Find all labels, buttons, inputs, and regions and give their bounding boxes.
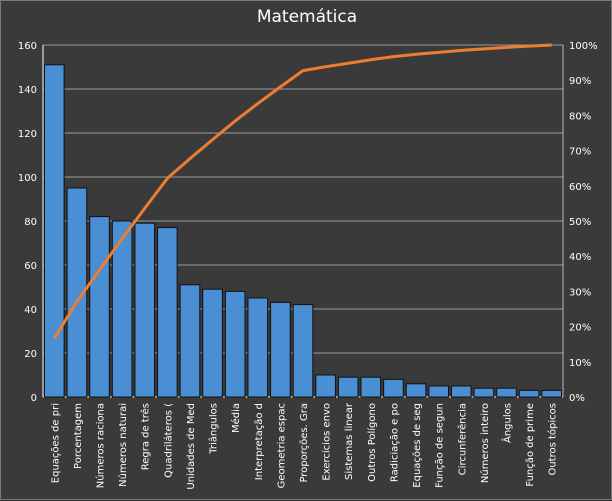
y-tick-label: 60 — [24, 261, 37, 272]
y2-tick-label: 20% — [569, 323, 591, 334]
y2-tick-label: 30% — [569, 287, 591, 298]
bar — [89, 216, 110, 398]
bar — [157, 227, 178, 398]
x-tick-label: Circunferência — [456, 403, 468, 475]
x-tick-label: Exercícios envo — [321, 403, 333, 481]
x-tick-label: Outros Polígono — [366, 403, 378, 482]
x-tick-label: Ângulos — [500, 403, 513, 443]
x-tick-label: Regra de três — [140, 403, 152, 470]
bar — [405, 383, 427, 398]
y2-tick-label: 40% — [569, 252, 591, 263]
y-tick-label: 0 — [31, 393, 37, 404]
y2-tick-label: 100% — [569, 41, 598, 52]
bar — [292, 304, 314, 398]
x-tick-label: Números naturai — [117, 403, 129, 487]
chart-title: Matemática — [256, 7, 358, 27]
bar — [247, 297, 269, 398]
x-tick-label: Proporções. Gra — [299, 403, 310, 483]
y2-tick-label: 80% — [569, 111, 591, 122]
x-tick-label: Unidades de Med — [186, 403, 197, 490]
x-tick-label: Porcentagem — [73, 403, 84, 469]
x-tick-label: Números raciona — [95, 403, 107, 488]
bar — [66, 187, 88, 398]
y2-tick-label: 60% — [569, 182, 591, 193]
x-tick-label: Geometria espac — [276, 403, 287, 488]
bar — [315, 374, 336, 398]
y-tick-label: 40 — [24, 305, 37, 316]
x-tick-label: Outros tópicos — [547, 403, 559, 476]
y-tick-label: 160 — [18, 41, 37, 52]
bar — [496, 387, 517, 398]
x-tick-label: Equações de seg — [412, 403, 423, 488]
x-tick-label: Função de prime — [525, 403, 536, 487]
x-tick-label: Triângulos — [208, 403, 220, 455]
y2-tick-label: 70% — [569, 147, 591, 158]
x-tick-label: Quadriláteros ( — [162, 403, 174, 478]
x-tick-label: Sistemas linear — [344, 402, 355, 480]
bar — [270, 301, 291, 398]
y-tick-label: 120 — [18, 129, 37, 140]
y2-tick-label: 10% — [569, 358, 591, 369]
bar — [518, 389, 540, 398]
y2-tick-label: 0% — [569, 393, 585, 404]
x-tick-label: Números inteiro — [479, 403, 491, 483]
bar — [337, 376, 359, 398]
cumulative-line — [53, 43, 552, 340]
bar — [224, 290, 246, 398]
y2-tick-label: 50% — [569, 217, 591, 228]
bar — [179, 284, 201, 398]
y2-tick-label: 90% — [569, 76, 591, 87]
x-tick-label: Equações de pri — [50, 403, 61, 483]
bar — [111, 220, 133, 398]
y-tick-label: 140 — [18, 85, 37, 96]
bar — [202, 288, 223, 398]
bar — [134, 222, 156, 398]
y-tick-label: 100 — [18, 173, 37, 184]
x-tick-label: Radiciação e po — [389, 403, 400, 482]
bar — [428, 385, 449, 398]
y-tick-label: 80 — [24, 217, 37, 228]
x-tick-label: Função de segun — [435, 403, 446, 488]
bar — [450, 385, 472, 398]
y-tick-label: 20 — [24, 349, 37, 360]
bar — [473, 387, 495, 398]
x-tick-label: Média — [230, 403, 242, 433]
bar — [44, 64, 65, 398]
bar — [360, 376, 382, 398]
bar — [383, 378, 404, 398]
bar — [541, 389, 562, 398]
x-tick-label: Interpretação d — [254, 403, 265, 480]
